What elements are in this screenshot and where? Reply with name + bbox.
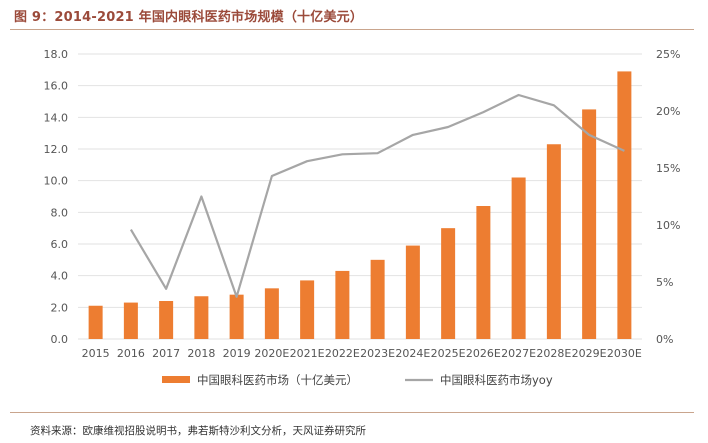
bar-2015 [88,305,103,339]
right-tick-label: 25% [656,48,680,61]
left-axis-ticks: 0.0 2.0 4.0 6.0 8.0 10.0 12.0 14.0 16.0 18.0 [44,48,69,346]
bar-2028E [546,144,561,339]
x-tick-label: 2024E [395,347,430,360]
bar-2023E [370,259,385,339]
bar-2020E [264,288,279,339]
x-tick-label: 2019 [223,347,251,360]
bar-2025E [441,228,456,339]
bar-2029E [582,109,597,340]
x-tick-label: 2026E [466,347,501,360]
bar-2027E [511,177,526,339]
x-axis-ticks: 2015 2016 2017 2018 2019 2020E 2021E 2022E 2023E… [82,347,642,360]
left-tick-label: 16.0 [44,80,69,93]
x-tick-label: 2020E [254,347,289,360]
right-axis-ticks: 0% 5% 10% 15% 20% 25% [656,48,680,346]
bar-2019 [229,294,244,339]
x-tick-label: 2018 [187,347,215,360]
x-tick-label: 2017 [152,347,180,360]
bar-2018 [194,296,209,339]
figure-title: 图 9：2014-2021 年国内眼科医药市场规模（十亿美元） [14,10,364,25]
right-tick-label: 20% [656,105,680,118]
bar-series [88,71,632,340]
x-tick-label: 2030E [607,347,642,360]
x-tick-label: 2023E [360,347,395,360]
left-tick-label: 4.0 [51,270,69,283]
x-tick-label: 2025E [431,347,466,360]
bar-2026E [476,206,491,339]
right-tick-label: 15% [656,162,680,175]
left-tick-label: 8.0 [51,206,69,219]
bar-2021E [300,280,315,339]
left-tick-label: 12.0 [44,143,69,156]
x-tick-label: 2022E [325,347,360,360]
bottom-divider [10,412,694,413]
legend-bar-label: 中国眼科医药市场（十亿美元） [197,373,358,387]
bar-2030E [617,71,632,339]
chart-legend: 中国眼科医药市场（十亿美元） 中国眼科医药市场yoy [162,373,553,387]
bar-2017 [159,301,174,339]
x-tick-label: 2015 [82,347,110,360]
legend-bar-swatch [162,376,190,383]
right-tick-label: 0% [656,333,673,346]
line-series [129,93,625,298]
bar-2022E [335,270,350,339]
x-tick-label: 2016 [117,347,145,360]
bar-2024E [405,245,420,339]
left-tick-label: 6.0 [51,238,69,251]
bar-2016 [123,302,138,339]
left-tick-label: 10.0 [44,175,69,188]
yoy-line [129,93,625,298]
top-divider [10,29,694,30]
left-tick-label: 0.0 [51,333,69,346]
left-tick-label: 2.0 [51,301,69,314]
x-tick-label: 2021E [290,347,325,360]
left-tick-label: 14.0 [44,111,69,124]
chart: 0.0 2.0 4.0 6.0 8.0 10.0 12.0 14.0 16.0 18.0 0% 5%… [44,48,681,387]
x-tick-label: 2028E [536,347,571,360]
x-tick-label: 2029E [572,347,607,360]
source-note: 资料来源：欧康维视招股说明书，弗若斯特沙利文分析，天风证券研究所 [30,425,366,437]
right-tick-label: 5% [656,276,673,289]
left-tick-label: 18.0 [44,48,69,61]
x-tick-label: 2027E [501,347,536,360]
right-tick-label: 10% [656,219,680,232]
legend-line-label: 中国眼科医药市场yoy [440,373,553,387]
